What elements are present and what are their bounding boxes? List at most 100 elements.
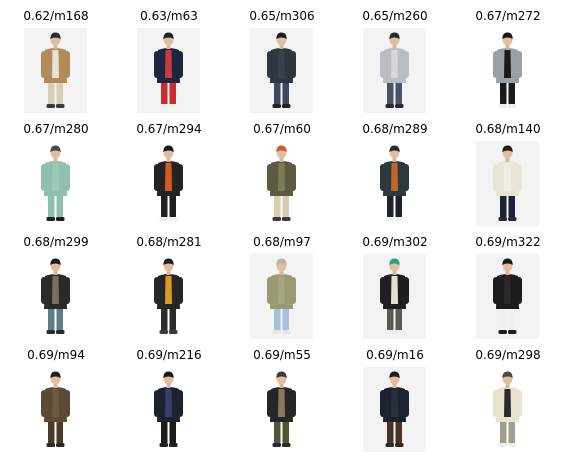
inner-top	[52, 163, 59, 191]
person-photo-icon	[267, 145, 296, 221]
grid-cell: 0.67/m60	[226, 122, 338, 234]
right-leg	[508, 306, 515, 331]
left-shoe	[159, 104, 168, 108]
right-shoe	[282, 443, 291, 447]
left-leg	[500, 306, 507, 331]
outfit-thumbnail	[363, 28, 426, 113]
left-leg	[161, 306, 168, 331]
grid-cell: 0.63/m63	[113, 9, 225, 121]
outfit-thumbnail	[363, 367, 426, 452]
right-leg	[282, 419, 289, 444]
inner-top	[52, 389, 59, 417]
outfit-thumbnail	[250, 367, 313, 452]
left-shoe	[272, 217, 281, 221]
hair	[163, 32, 174, 39]
left-leg	[274, 193, 281, 218]
person-photo-icon	[154, 145, 183, 221]
inner-top	[504, 163, 511, 191]
neck	[392, 157, 397, 162]
hair	[163, 258, 174, 265]
left-shoe	[46, 217, 55, 221]
person-photo-icon	[267, 371, 296, 447]
left-shoe	[498, 217, 507, 221]
neck	[279, 157, 284, 162]
grid-cell: 0.69/m322	[452, 235, 564, 347]
right-shoe	[56, 104, 65, 108]
inner-top	[165, 389, 172, 417]
inner-top	[504, 389, 511, 417]
left-shoe	[498, 104, 507, 108]
image-caption: 0.69/m94	[27, 348, 85, 362]
grid-cell: 0.67/m280	[0, 122, 112, 234]
inner-top	[504, 276, 511, 304]
outfit-thumbnail	[363, 254, 426, 339]
right-leg	[508, 80, 515, 105]
right-shoe	[508, 217, 517, 221]
grid-cell: 0.69/m94	[0, 348, 112, 460]
neck	[505, 157, 510, 162]
inner-top	[391, 276, 398, 304]
left-shoe	[385, 330, 394, 334]
outfit-thumbnail	[24, 254, 87, 339]
left-shoe	[385, 104, 394, 108]
grid-cell: 0.68/m97	[226, 235, 338, 347]
person-photo-icon	[493, 145, 522, 221]
left-shoe	[46, 443, 55, 447]
right-leg	[169, 419, 176, 444]
grid-cell: 0.68/m281	[113, 235, 225, 347]
image-caption: 0.68/m289	[362, 122, 428, 136]
image-caption: 0.68/m97	[253, 235, 311, 249]
grid-cell: 0.69/m55	[226, 348, 338, 460]
left-shoe	[272, 443, 281, 447]
outfit-thumbnail	[476, 254, 539, 339]
right-leg	[169, 306, 176, 331]
person-photo-icon	[493, 32, 522, 108]
neck	[392, 270, 397, 275]
right-leg	[56, 419, 63, 444]
image-caption: 0.67/m280	[23, 122, 89, 136]
right-shoe	[508, 330, 517, 334]
outfit-thumbnail	[250, 28, 313, 113]
hair	[502, 258, 513, 265]
person-photo-icon	[154, 32, 183, 108]
neck	[505, 44, 510, 49]
image-caption: 0.69/m216	[136, 348, 202, 362]
image-caption: 0.68/m140	[475, 122, 541, 136]
neck	[279, 270, 284, 275]
hair	[276, 32, 287, 39]
left-leg	[161, 193, 168, 218]
neck	[53, 383, 58, 388]
hair	[276, 258, 287, 265]
inner-top	[278, 389, 285, 417]
hair	[389, 32, 400, 39]
left-shoe	[159, 217, 168, 221]
inner-top	[278, 50, 285, 78]
right-shoe	[395, 443, 404, 447]
left-shoe	[159, 330, 168, 334]
left-shoe	[46, 104, 55, 108]
inner-top	[504, 50, 511, 78]
hair	[163, 371, 174, 378]
left-leg	[161, 80, 168, 105]
grid-cell: 0.67/m272	[452, 9, 564, 121]
left-leg	[161, 419, 168, 444]
neck	[279, 383, 284, 388]
neck	[53, 44, 58, 49]
person-photo-icon	[154, 371, 183, 447]
inner-top	[165, 50, 172, 78]
image-caption: 0.67/m294	[136, 122, 202, 136]
image-caption: 0.69/m322	[475, 235, 541, 249]
inner-top	[165, 163, 172, 191]
person-photo-icon	[380, 145, 409, 221]
right-leg	[56, 306, 63, 331]
neck	[392, 383, 397, 388]
left-leg	[274, 80, 281, 105]
right-shoe	[282, 217, 291, 221]
hair	[389, 371, 400, 378]
right-shoe	[56, 217, 65, 221]
left-shoe	[498, 443, 507, 447]
image-caption: 0.69/m16	[366, 348, 424, 362]
hair	[50, 32, 61, 39]
hair	[163, 145, 174, 152]
right-leg	[282, 306, 289, 331]
